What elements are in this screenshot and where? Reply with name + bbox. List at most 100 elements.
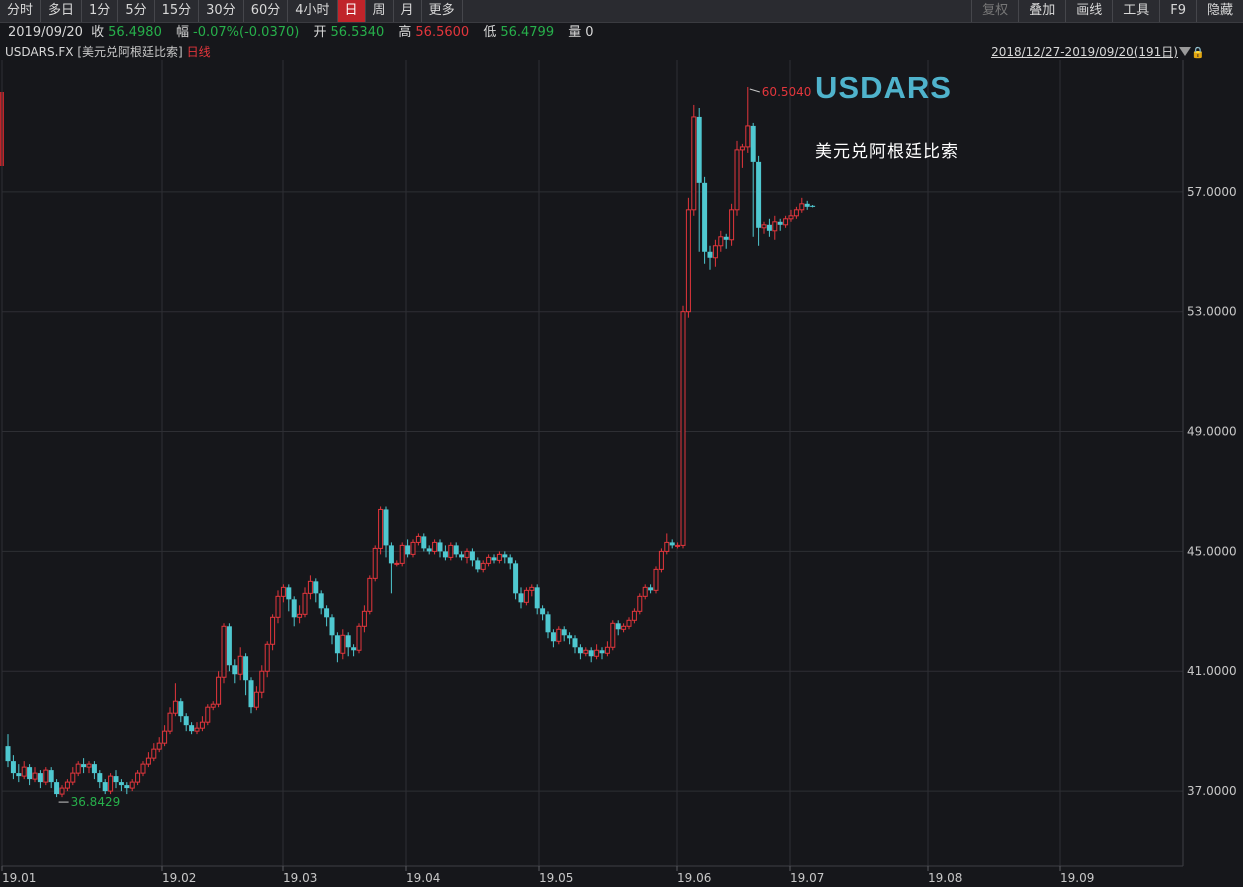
candle-body-28	[156, 742, 162, 750]
candle-body-133	[723, 236, 729, 240]
toolbar-button-2[interactable]: 画线	[1065, 0, 1112, 22]
candle-body-32	[178, 701, 184, 717]
x-tick-label-8: 19.09	[1060, 871, 1094, 885]
y-tick-label-0: 57.0000	[1187, 185, 1237, 199]
candle-body-113	[615, 623, 621, 630]
x-tick-label-5: 19.06	[677, 871, 711, 885]
period-tab-10[interactable]: 月	[394, 0, 422, 22]
candle-body-78	[426, 548, 432, 552]
candle-body-147	[799, 203, 805, 211]
toolbar-button-3[interactable]: 工具	[1112, 0, 1159, 22]
candle-body-120	[653, 568, 659, 591]
candle-body-71	[388, 545, 394, 564]
candle-body-121	[658, 550, 664, 570]
period-range-link[interactable]: 2018/12/27-2019/09/20(191日)	[991, 45, 1178, 59]
candle-body-26	[145, 757, 151, 765]
lock-icon[interactable]: 🔒	[1191, 46, 1205, 59]
candle-body-89	[486, 556, 492, 564]
candle-body-136	[739, 146, 745, 151]
candle-body-111	[604, 646, 610, 654]
candle-body-52	[286, 587, 292, 600]
period-tab-2[interactable]: 1分	[82, 0, 119, 22]
candle-body-112	[610, 622, 616, 648]
x-tick-label-3: 19.04	[406, 871, 440, 885]
candle-body-69	[378, 508, 384, 549]
candle-body-4	[27, 767, 33, 780]
candle-body-59	[324, 608, 330, 618]
candle-body-47	[259, 670, 265, 693]
candle-body-126	[685, 209, 691, 313]
candle-body-137	[745, 125, 751, 148]
x-tick-label-1: 19.02	[162, 871, 196, 885]
candle-body-145	[788, 215, 794, 220]
candle-body-56	[307, 580, 313, 594]
candle-body-135	[734, 149, 740, 211]
candle-body-91	[496, 553, 502, 561]
candle-body-53	[291, 599, 297, 618]
period-tab-9[interactable]: 周	[366, 0, 394, 22]
candle-body-14	[81, 764, 87, 768]
period-tab-11[interactable]: 更多	[422, 0, 463, 22]
candle-body-82	[448, 544, 454, 558]
toolbar: 分时 多日 1分 5分 15分 30分 60分 4小时日周月更多 复权 叠加 画线 工具 F9 隐藏	[0, 0, 1243, 23]
candle-body-61	[334, 635, 340, 654]
period-tab-8[interactable]: 日	[337, 0, 366, 22]
quote-date: 2019/09/20	[8, 25, 83, 40]
candle-body-77	[421, 536, 427, 549]
candle-body-15	[86, 763, 92, 768]
candle-body-3	[21, 766, 27, 777]
candle-body-22	[124, 785, 130, 789]
toolbar-button-0[interactable]: 复权	[971, 0, 1018, 22]
candle-body-43	[237, 655, 243, 675]
candle-body-128	[696, 116, 702, 183]
candle-body-99	[540, 608, 546, 615]
chart-type-label: 日线	[186, 45, 211, 59]
candle-body-98	[534, 587, 540, 609]
candle-body-119	[648, 587, 654, 591]
candle-body-127	[691, 116, 697, 211]
candle-body-36	[199, 721, 205, 729]
candle-body-118	[642, 586, 648, 597]
candle-body-72	[394, 562, 400, 565]
candle-body-97	[529, 586, 535, 591]
candle-body-117	[637, 595, 643, 612]
low-label: 低	[483, 25, 497, 40]
candle-body-93	[507, 557, 513, 564]
y-tick-label-1: 53.0000	[1187, 305, 1237, 319]
period-tab-4[interactable]: 15分	[155, 0, 200, 22]
candle-body-148	[804, 203, 810, 207]
candle-body-122	[664, 541, 670, 552]
toolbar-button-1[interactable]: 叠加	[1018, 0, 1065, 22]
toolbar-button-4[interactable]: F9	[1159, 0, 1196, 22]
candle-body-102	[556, 628, 562, 642]
dropdown-triangle-icon[interactable]	[1179, 47, 1191, 56]
period-tab-6[interactable]: 60分	[244, 0, 289, 22]
candle-body-143	[777, 221, 783, 225]
candle-body-149	[810, 205, 816, 207]
candle-body-24	[135, 772, 141, 783]
period-tab-1[interactable]: 多日	[41, 0, 83, 22]
x-tick-label-0: 19.01	[2, 871, 36, 885]
info-bar: USDARS.FX [美元兑阿根廷比索] 日线 2018/12/27-2019/…	[0, 44, 1243, 60]
period-tab-5[interactable]: 30分	[199, 0, 244, 22]
candle-body-116	[631, 610, 637, 621]
candle-body-39	[216, 676, 222, 705]
candle-body-45	[248, 680, 254, 708]
candle-body-17	[97, 773, 103, 783]
candle-body-115	[626, 619, 632, 627]
candle-body-92	[502, 554, 508, 558]
candle-body-138	[750, 125, 756, 162]
period-tab-3[interactable]: 5分	[118, 0, 155, 22]
candle-body-125	[680, 311, 686, 546]
candle-body-13	[75, 763, 81, 774]
period-tab-0[interactable]: 分时	[0, 0, 42, 22]
high-value: 56.5600	[415, 25, 470, 40]
candle-body-18	[102, 782, 108, 792]
toolbar-button-5[interactable]: 隐藏	[1195, 0, 1243, 22]
candle-body-19	[108, 775, 114, 792]
period-tab-7[interactable]: 4小时	[288, 0, 338, 22]
high-label: 高	[398, 25, 412, 40]
candle-body-42	[232, 665, 238, 675]
volume-value: 0	[585, 25, 594, 40]
candle-body-103	[561, 629, 567, 636]
